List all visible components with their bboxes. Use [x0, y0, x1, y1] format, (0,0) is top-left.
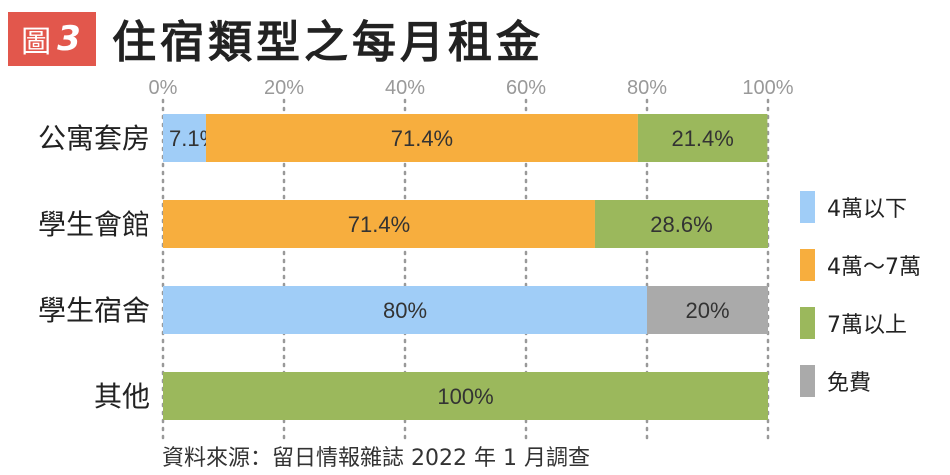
legend-item: 4萬以下: [800, 178, 921, 236]
legend-swatch: [800, 191, 815, 223]
bar-segment: [647, 286, 768, 334]
data-label: 71.4%: [348, 212, 410, 237]
bar-segment: [594, 200, 768, 248]
legend-item: 免費: [800, 352, 921, 410]
bar-segment: [163, 286, 647, 334]
x-tick-label: 100%: [742, 77, 793, 99]
chart-title: 住宿類型之每月租金: [112, 17, 544, 68]
legend-item: 7萬以上: [800, 294, 921, 352]
bar-segment: [163, 114, 206, 162]
bar-segment: [637, 114, 768, 162]
x-tick-label: 0%: [149, 77, 178, 99]
legend-swatch: [800, 307, 815, 339]
data-label: 28.6%: [650, 212, 712, 237]
category-label: 學生宿舍: [38, 294, 150, 327]
category-label: 公寓套房: [38, 122, 150, 155]
data-label: 20%: [685, 298, 729, 323]
x-tick-label: 80%: [627, 77, 667, 99]
bar-segment: [163, 372, 768, 420]
figure-badge-label: 圖: [21, 25, 54, 60]
bar-segment: [205, 114, 638, 162]
legend-item: 4萬～7萬: [800, 236, 921, 294]
legend-swatch: [800, 365, 815, 397]
category-label: 其他: [94, 380, 150, 413]
x-tick-label: 20%: [264, 77, 304, 99]
figure-badge-number: 3: [57, 19, 83, 59]
legend-label: 7萬以上: [827, 313, 907, 338]
chart-legend: 4萬以下 4萬～7萬 7萬以上免費: [800, 178, 921, 410]
legend-swatch: [800, 249, 815, 281]
legend-label: 4萬～7萬: [827, 255, 921, 280]
x-tick-label: 60%: [506, 77, 546, 99]
data-label: 80%: [383, 298, 427, 323]
data-label: 71.4%: [391, 126, 453, 151]
x-tick-label: 40%: [385, 77, 425, 99]
category-label: 學生會館: [38, 208, 150, 241]
bar-segment: [163, 200, 595, 248]
legend-label: 免費: [827, 371, 872, 396]
data-label: 100%: [437, 384, 493, 409]
legend-label: 4萬以下: [827, 197, 907, 222]
source-note: 資料來源：留日情報雜誌 2022 年 1 月調查: [162, 446, 590, 471]
data-label: 21.4%: [671, 126, 733, 151]
